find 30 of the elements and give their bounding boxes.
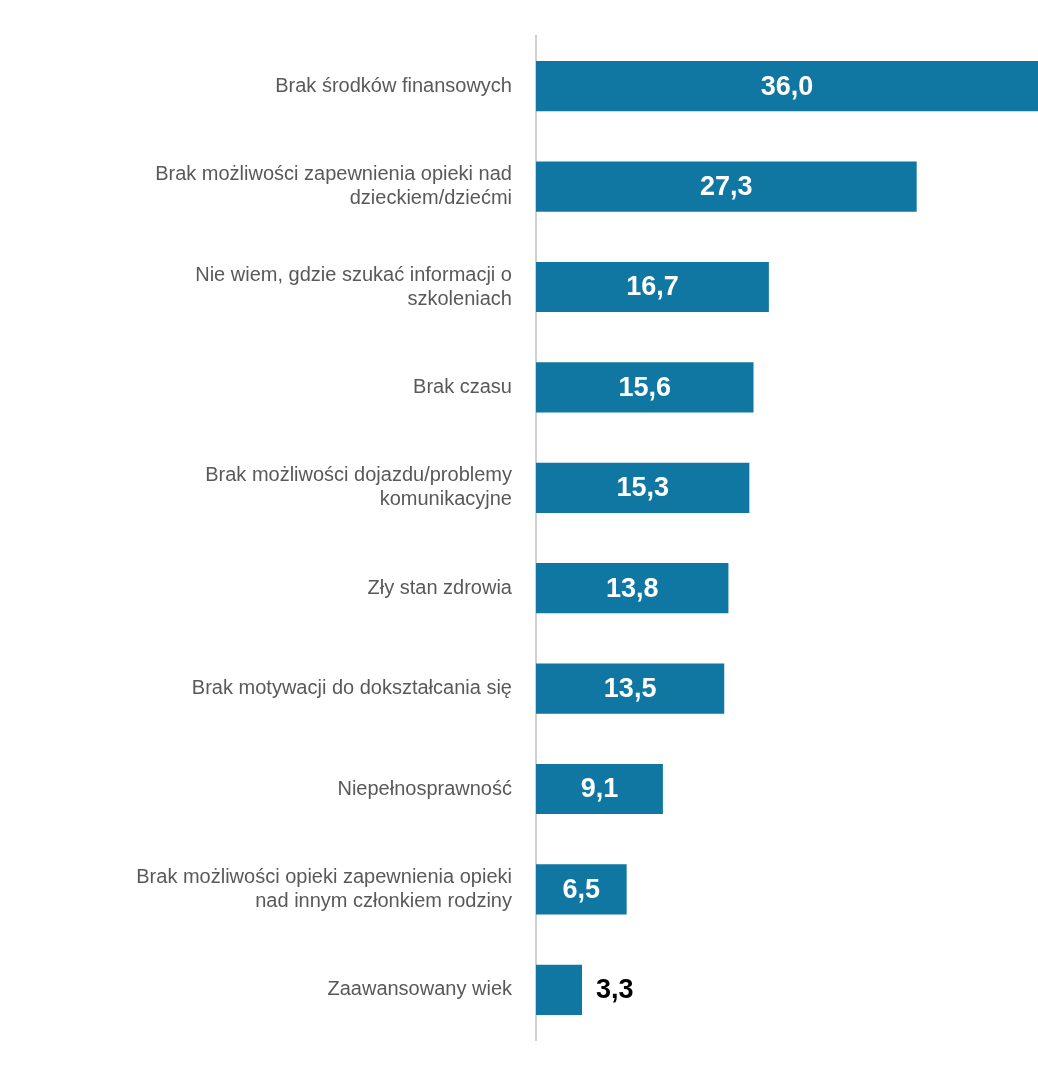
data-label: 15,3 [616,472,669,503]
y-tick-label: Brak możliwości dojazdu/problemy komunikacyjne [205,463,512,510]
data-label: 36,0 [760,70,814,101]
y-tick-label: Brak możliwości opieki zapewnienia opieki nad innym członkiem rodziny [136,864,512,911]
bar [536,663,725,714]
data-label: 13,8 [605,572,659,603]
data-label: 15,6 [618,371,672,402]
y-tick-label: Nie wiem, gdzie szukać informacji o szkoleniach [195,262,512,309]
data-label: 27,3 [700,171,753,202]
bar [536,61,1038,112]
bar [536,462,750,513]
bar [536,763,663,815]
bar [536,864,627,915]
data-label: 6,5 [562,873,601,904]
bar [536,964,583,1015]
y-tick-label: Brak możliwości zapewnienia opieki nad dzieckiem/dziećmi [155,162,512,209]
data-label: 16,7 [626,271,679,302]
y-tick-label: Brak czasu [413,374,512,397]
y-tick-label: Brak środków finansowych [275,73,512,96]
bar [536,161,917,212]
bar [536,563,729,614]
bar [536,362,754,413]
y-tick-label: Zły stan zdrowia [367,575,513,598]
data-label: 9,1 [580,773,619,804]
data-label: 3,3 [596,974,634,1005]
y-tick-label: Niepełnosprawność [337,776,512,799]
bar [536,261,769,313]
data-label: 13,5 [603,673,657,704]
y-tick-label: Zaawansowany wiek [327,977,513,1000]
y-tick-label: Brak motywacji do dokształcania się [191,676,512,699]
